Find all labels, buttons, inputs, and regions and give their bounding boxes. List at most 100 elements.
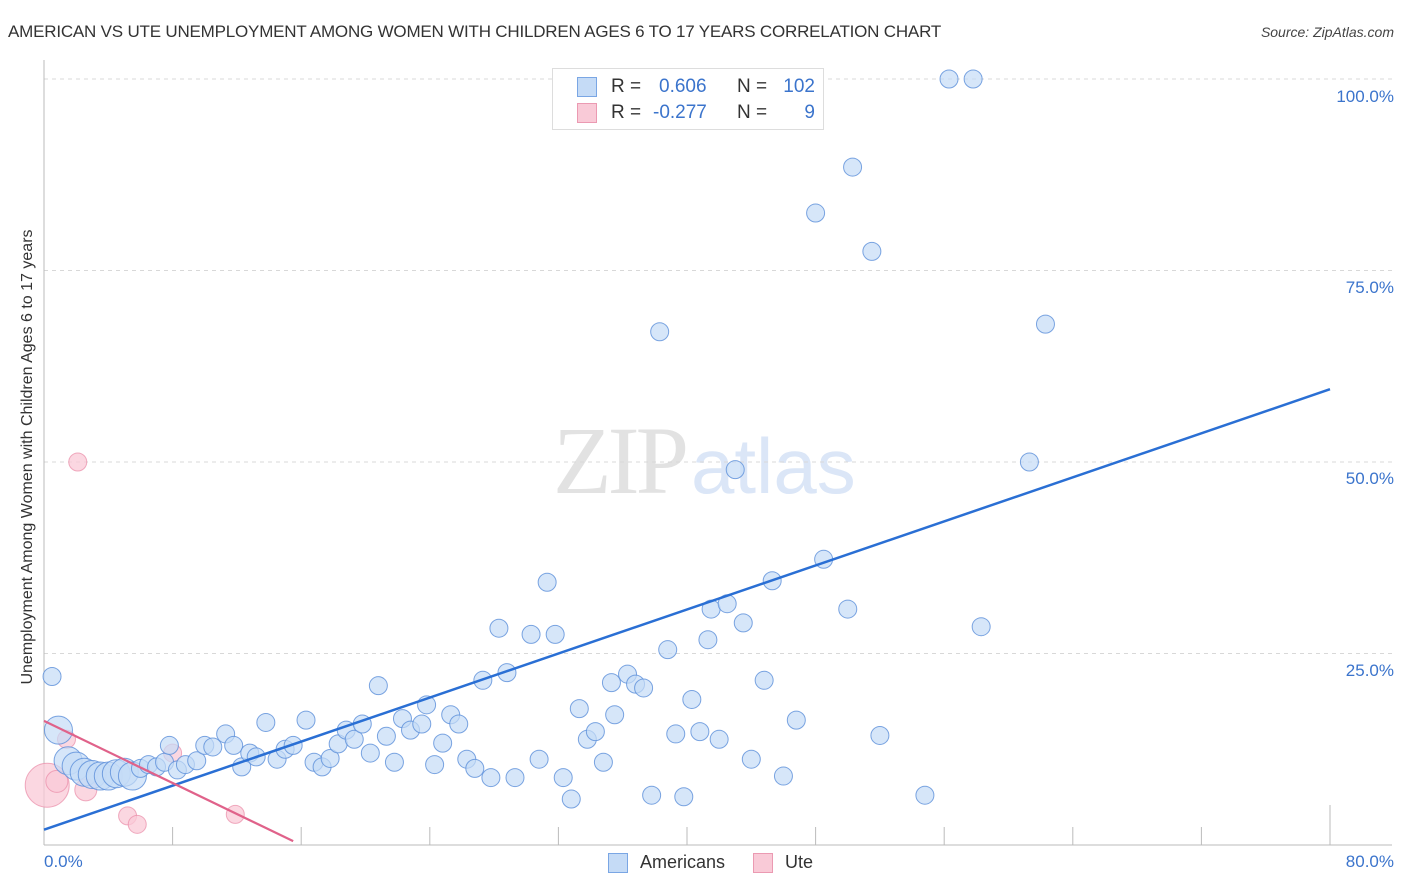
american-point[interactable] bbox=[674, 787, 694, 807]
american-point[interactable] bbox=[870, 725, 890, 745]
american-point[interactable] bbox=[658, 640, 678, 660]
r-value: 0.606 bbox=[659, 76, 707, 97]
american-point[interactable] bbox=[561, 789, 581, 809]
american-point[interactable] bbox=[838, 599, 858, 619]
american-point[interactable] bbox=[939, 69, 959, 89]
american-point[interactable] bbox=[505, 768, 525, 788]
americans-trendline bbox=[43, 388, 1331, 831]
ute-point[interactable] bbox=[127, 814, 147, 834]
american-point[interactable] bbox=[698, 630, 718, 650]
american-point[interactable] bbox=[585, 722, 605, 742]
american-point[interactable] bbox=[159, 735, 179, 755]
watermark-atlas: atlas bbox=[691, 422, 856, 510]
american-point[interactable] bbox=[465, 758, 485, 778]
american-point[interactable] bbox=[690, 722, 710, 742]
american-point[interactable] bbox=[593, 752, 613, 772]
gridlines bbox=[44, 78, 1392, 654]
ute-point[interactable] bbox=[68, 452, 88, 472]
trendlines bbox=[43, 388, 1331, 843]
legend-row-americans: R = 0.606 N = 102 bbox=[577, 75, 815, 99]
axes bbox=[43, 60, 1392, 846]
american-point[interactable] bbox=[187, 751, 207, 771]
american-point[interactable] bbox=[384, 752, 404, 772]
american-point[interactable] bbox=[545, 624, 565, 644]
r-label: R = bbox=[611, 76, 642, 97]
american-point[interactable] bbox=[412, 714, 432, 734]
y-tick-25: 25.0% bbox=[1345, 661, 1394, 680]
american-point[interactable] bbox=[786, 710, 806, 730]
american-points bbox=[42, 69, 1055, 809]
american-point[interactable] bbox=[605, 705, 625, 725]
source-label: Source: ZipAtlas.com bbox=[1260, 24, 1394, 40]
american-point[interactable] bbox=[709, 729, 729, 749]
american-point[interactable] bbox=[368, 676, 388, 696]
american-point[interactable] bbox=[915, 785, 935, 805]
american-point[interactable] bbox=[741, 749, 761, 769]
ute-trendline bbox=[43, 719, 294, 843]
x-tick-max: 80.0% bbox=[1345, 852, 1394, 871]
american-point[interactable] bbox=[360, 743, 380, 763]
y-axis-label: Unemployment Among Women with Children A… bbox=[19, 229, 36, 685]
american-point[interactable] bbox=[634, 678, 654, 698]
american-point[interactable] bbox=[1019, 452, 1039, 472]
american-point[interactable] bbox=[601, 673, 621, 693]
american-point[interactable] bbox=[296, 710, 316, 730]
ute-swatch-icon bbox=[577, 103, 597, 123]
watermark: ZIPatlas bbox=[553, 405, 856, 516]
correlation-legend: R = 0.606 N = 102 R = -0.277 N = 9 bbox=[552, 68, 824, 130]
x-tick-min: 0.0% bbox=[44, 852, 83, 871]
american-point[interactable] bbox=[203, 737, 223, 757]
american-point[interactable] bbox=[553, 768, 573, 788]
american-point[interactable] bbox=[344, 729, 364, 749]
american-point[interactable] bbox=[224, 735, 244, 755]
american-point[interactable] bbox=[963, 69, 983, 89]
american-point[interactable] bbox=[806, 203, 826, 223]
american-point[interactable] bbox=[43, 715, 73, 745]
american-point[interactable] bbox=[497, 663, 517, 683]
series-legend: Americans Ute bbox=[608, 852, 841, 873]
americans-swatch-icon bbox=[608, 852, 628, 873]
american-point[interactable] bbox=[862, 241, 882, 261]
american-point[interactable] bbox=[666, 724, 686, 744]
n-value: 9 bbox=[804, 102, 815, 123]
american-point[interactable] bbox=[449, 714, 469, 734]
american-point[interactable] bbox=[521, 624, 541, 644]
americans-swatch-icon bbox=[577, 77, 597, 97]
american-point[interactable] bbox=[529, 749, 549, 769]
legend-row-ute: R = -0.277 N = 9 bbox=[577, 101, 815, 125]
american-point[interactable] bbox=[42, 666, 62, 686]
r-value: -0.277 bbox=[653, 102, 707, 123]
american-point[interactable] bbox=[642, 785, 662, 805]
legend-item-americans[interactable]: Americans bbox=[608, 852, 725, 873]
american-point[interactable] bbox=[725, 460, 745, 480]
ute-point[interactable] bbox=[45, 769, 69, 793]
n-value: 102 bbox=[783, 76, 815, 97]
american-point[interactable] bbox=[754, 670, 774, 690]
y-tick-50: 50.0% bbox=[1345, 469, 1394, 488]
american-point[interactable] bbox=[425, 755, 445, 775]
american-point[interactable] bbox=[682, 689, 702, 709]
legend-item-ute[interactable]: Ute bbox=[753, 852, 813, 873]
n-label: N = bbox=[737, 102, 768, 123]
american-point[interactable] bbox=[320, 748, 340, 768]
american-point[interactable] bbox=[773, 766, 793, 786]
american-point[interactable] bbox=[376, 726, 396, 746]
legend-label: Americans bbox=[640, 852, 726, 872]
american-point[interactable] bbox=[537, 572, 557, 592]
american-point[interactable] bbox=[481, 768, 501, 788]
y-tick-75: 75.0% bbox=[1345, 278, 1394, 297]
american-point[interactable] bbox=[733, 613, 753, 633]
american-point[interactable] bbox=[433, 733, 453, 753]
y-tick-100: 100.0% bbox=[1336, 87, 1394, 106]
watermark-zip: ZIP bbox=[553, 407, 689, 514]
american-point[interactable] bbox=[569, 699, 589, 719]
american-point[interactable] bbox=[1035, 314, 1055, 334]
american-point[interactable] bbox=[843, 157, 863, 177]
american-point[interactable] bbox=[650, 322, 670, 342]
american-point[interactable] bbox=[256, 712, 276, 732]
american-point[interactable] bbox=[489, 618, 509, 638]
american-point[interactable] bbox=[971, 617, 991, 637]
r-label: R = bbox=[611, 102, 642, 123]
ute-swatch-icon bbox=[753, 852, 774, 873]
